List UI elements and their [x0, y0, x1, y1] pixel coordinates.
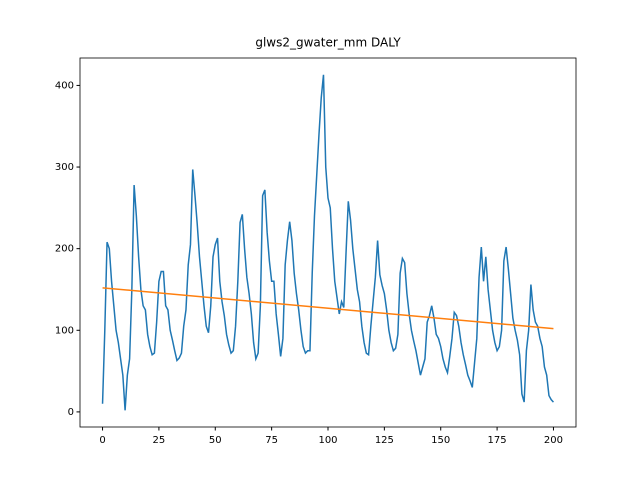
x-tick-label: 50: [209, 435, 222, 446]
x-tick-label: 25: [153, 435, 166, 446]
y-tick-label: 100: [55, 325, 74, 336]
y-tick-label: 200: [55, 244, 74, 255]
chart-title: glws2_gwater_mm DALY: [255, 36, 401, 50]
x-tick-label: 0: [99, 435, 105, 446]
x-tick-label: 175: [488, 435, 507, 446]
y-tick-label: 0: [68, 407, 74, 418]
y-tick-label: 400: [55, 80, 74, 91]
plot-frame: [79, 57, 577, 428]
x-tick-label: 100: [318, 435, 337, 446]
y-tick-label: 300: [55, 162, 74, 173]
x-tick-label: 150: [431, 435, 450, 446]
x-tick-label: 200: [544, 435, 563, 446]
x-tick-label: 125: [375, 435, 394, 446]
x-tick-label: 75: [265, 435, 278, 446]
data-line: [102, 287, 554, 330]
data-line: [101, 74, 555, 411]
